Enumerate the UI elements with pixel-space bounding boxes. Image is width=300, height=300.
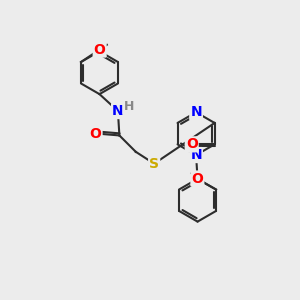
Text: H: H: [123, 100, 134, 113]
Text: N: N: [190, 105, 202, 119]
Text: O: O: [186, 137, 198, 152]
Text: N: N: [190, 148, 202, 162]
Text: O: O: [90, 127, 101, 141]
Text: O: O: [191, 172, 203, 185]
Text: N: N: [112, 104, 124, 118]
Text: S: S: [149, 157, 159, 171]
Text: O: O: [94, 43, 106, 56]
